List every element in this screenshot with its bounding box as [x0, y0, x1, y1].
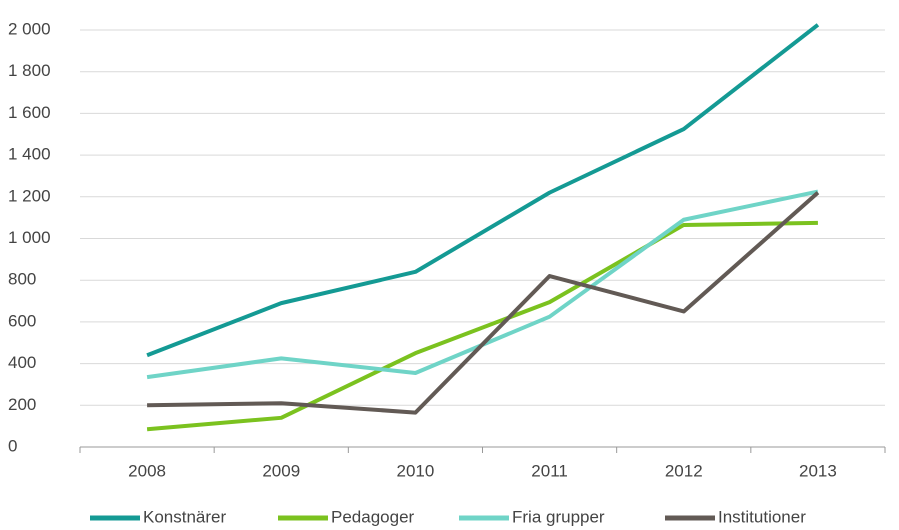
- y-tick-label: 0: [8, 436, 17, 455]
- legend-label: Institutioner: [718, 507, 806, 526]
- y-tick-label: 600: [8, 311, 36, 330]
- series-line: [147, 191, 820, 415]
- y-tick-label: 800: [8, 270, 36, 289]
- y-tick-label: 400: [8, 353, 36, 372]
- legend-label: Pedagoger: [331, 507, 415, 526]
- y-tick-label: 200: [8, 395, 36, 414]
- y-tick-label: 1 800: [8, 61, 51, 80]
- series-line: [146, 23, 820, 358]
- x-tick-label: 2013: [799, 461, 837, 480]
- y-tick-label: 1 200: [8, 186, 51, 205]
- legend-label: Konstnärer: [143, 507, 226, 526]
- y-tick-label: 1 000: [8, 228, 51, 247]
- x-tick-label: 2010: [397, 461, 435, 480]
- x-tick-label: 2008: [128, 461, 166, 480]
- y-tick-label: 1 600: [8, 103, 51, 122]
- x-tick-label: 2009: [262, 461, 300, 480]
- x-tick-label: 2011: [531, 461, 568, 480]
- x-tick-label: 2012: [665, 461, 703, 480]
- y-tick-label: 2 000: [8, 19, 51, 38]
- series-line: [146, 220, 818, 432]
- y-tick-label: 1 400: [8, 145, 51, 164]
- legend-label: Fria grupper: [512, 507, 605, 526]
